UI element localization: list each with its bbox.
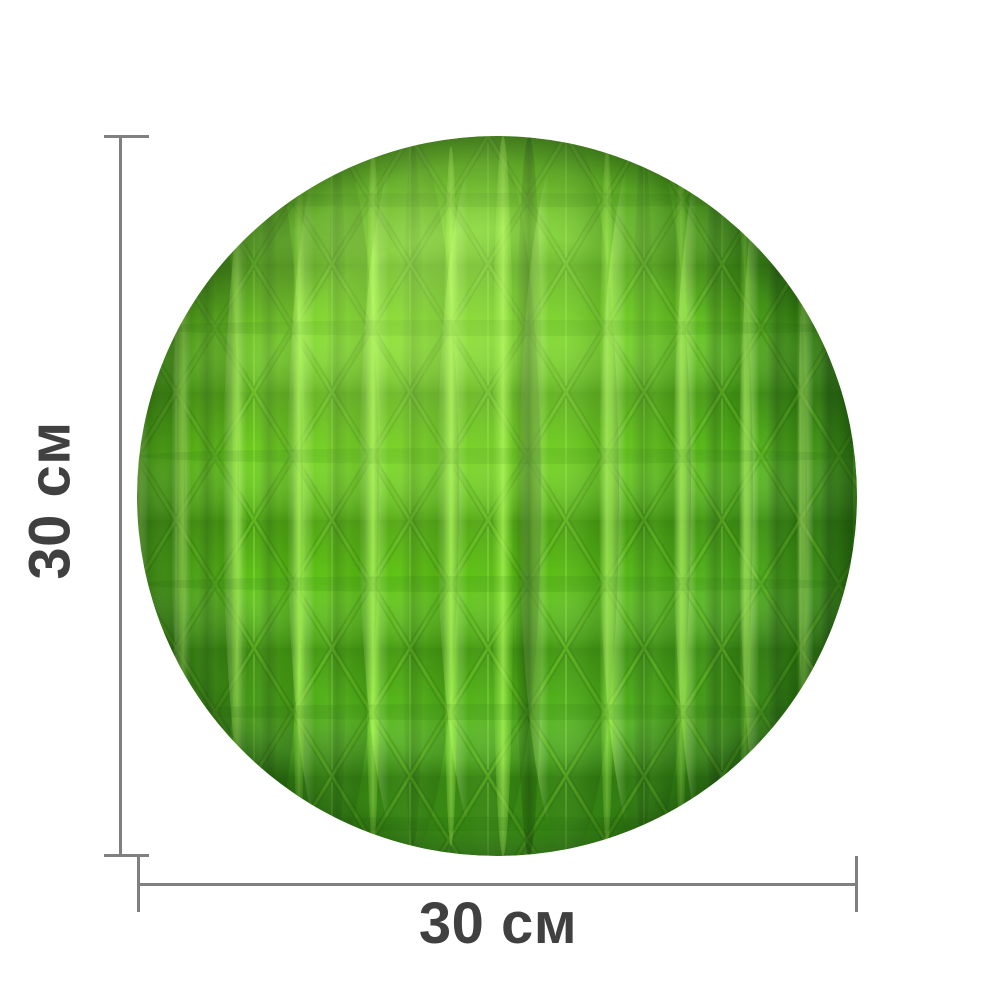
rim-shadow — [137, 136, 857, 856]
width-dimension-line — [138, 883, 858, 886]
height-dimension-line — [119, 136, 122, 856]
product-image — [137, 136, 857, 856]
height-dimension-label-text: 30 см — [17, 420, 83, 580]
height-dimension-label: 30 см — [0, 0, 100, 1000]
sphere-body — [137, 136, 857, 856]
width-dimension-tick-left — [137, 856, 140, 912]
width-dimension-label: 30 см — [418, 891, 578, 956]
height-dimension-tick-top — [104, 135, 149, 138]
honeycomb-ball-graphic — [137, 136, 857, 856]
height-dimension-tick-bottom — [104, 854, 149, 857]
width-dimension-tick-right — [855, 856, 858, 912]
